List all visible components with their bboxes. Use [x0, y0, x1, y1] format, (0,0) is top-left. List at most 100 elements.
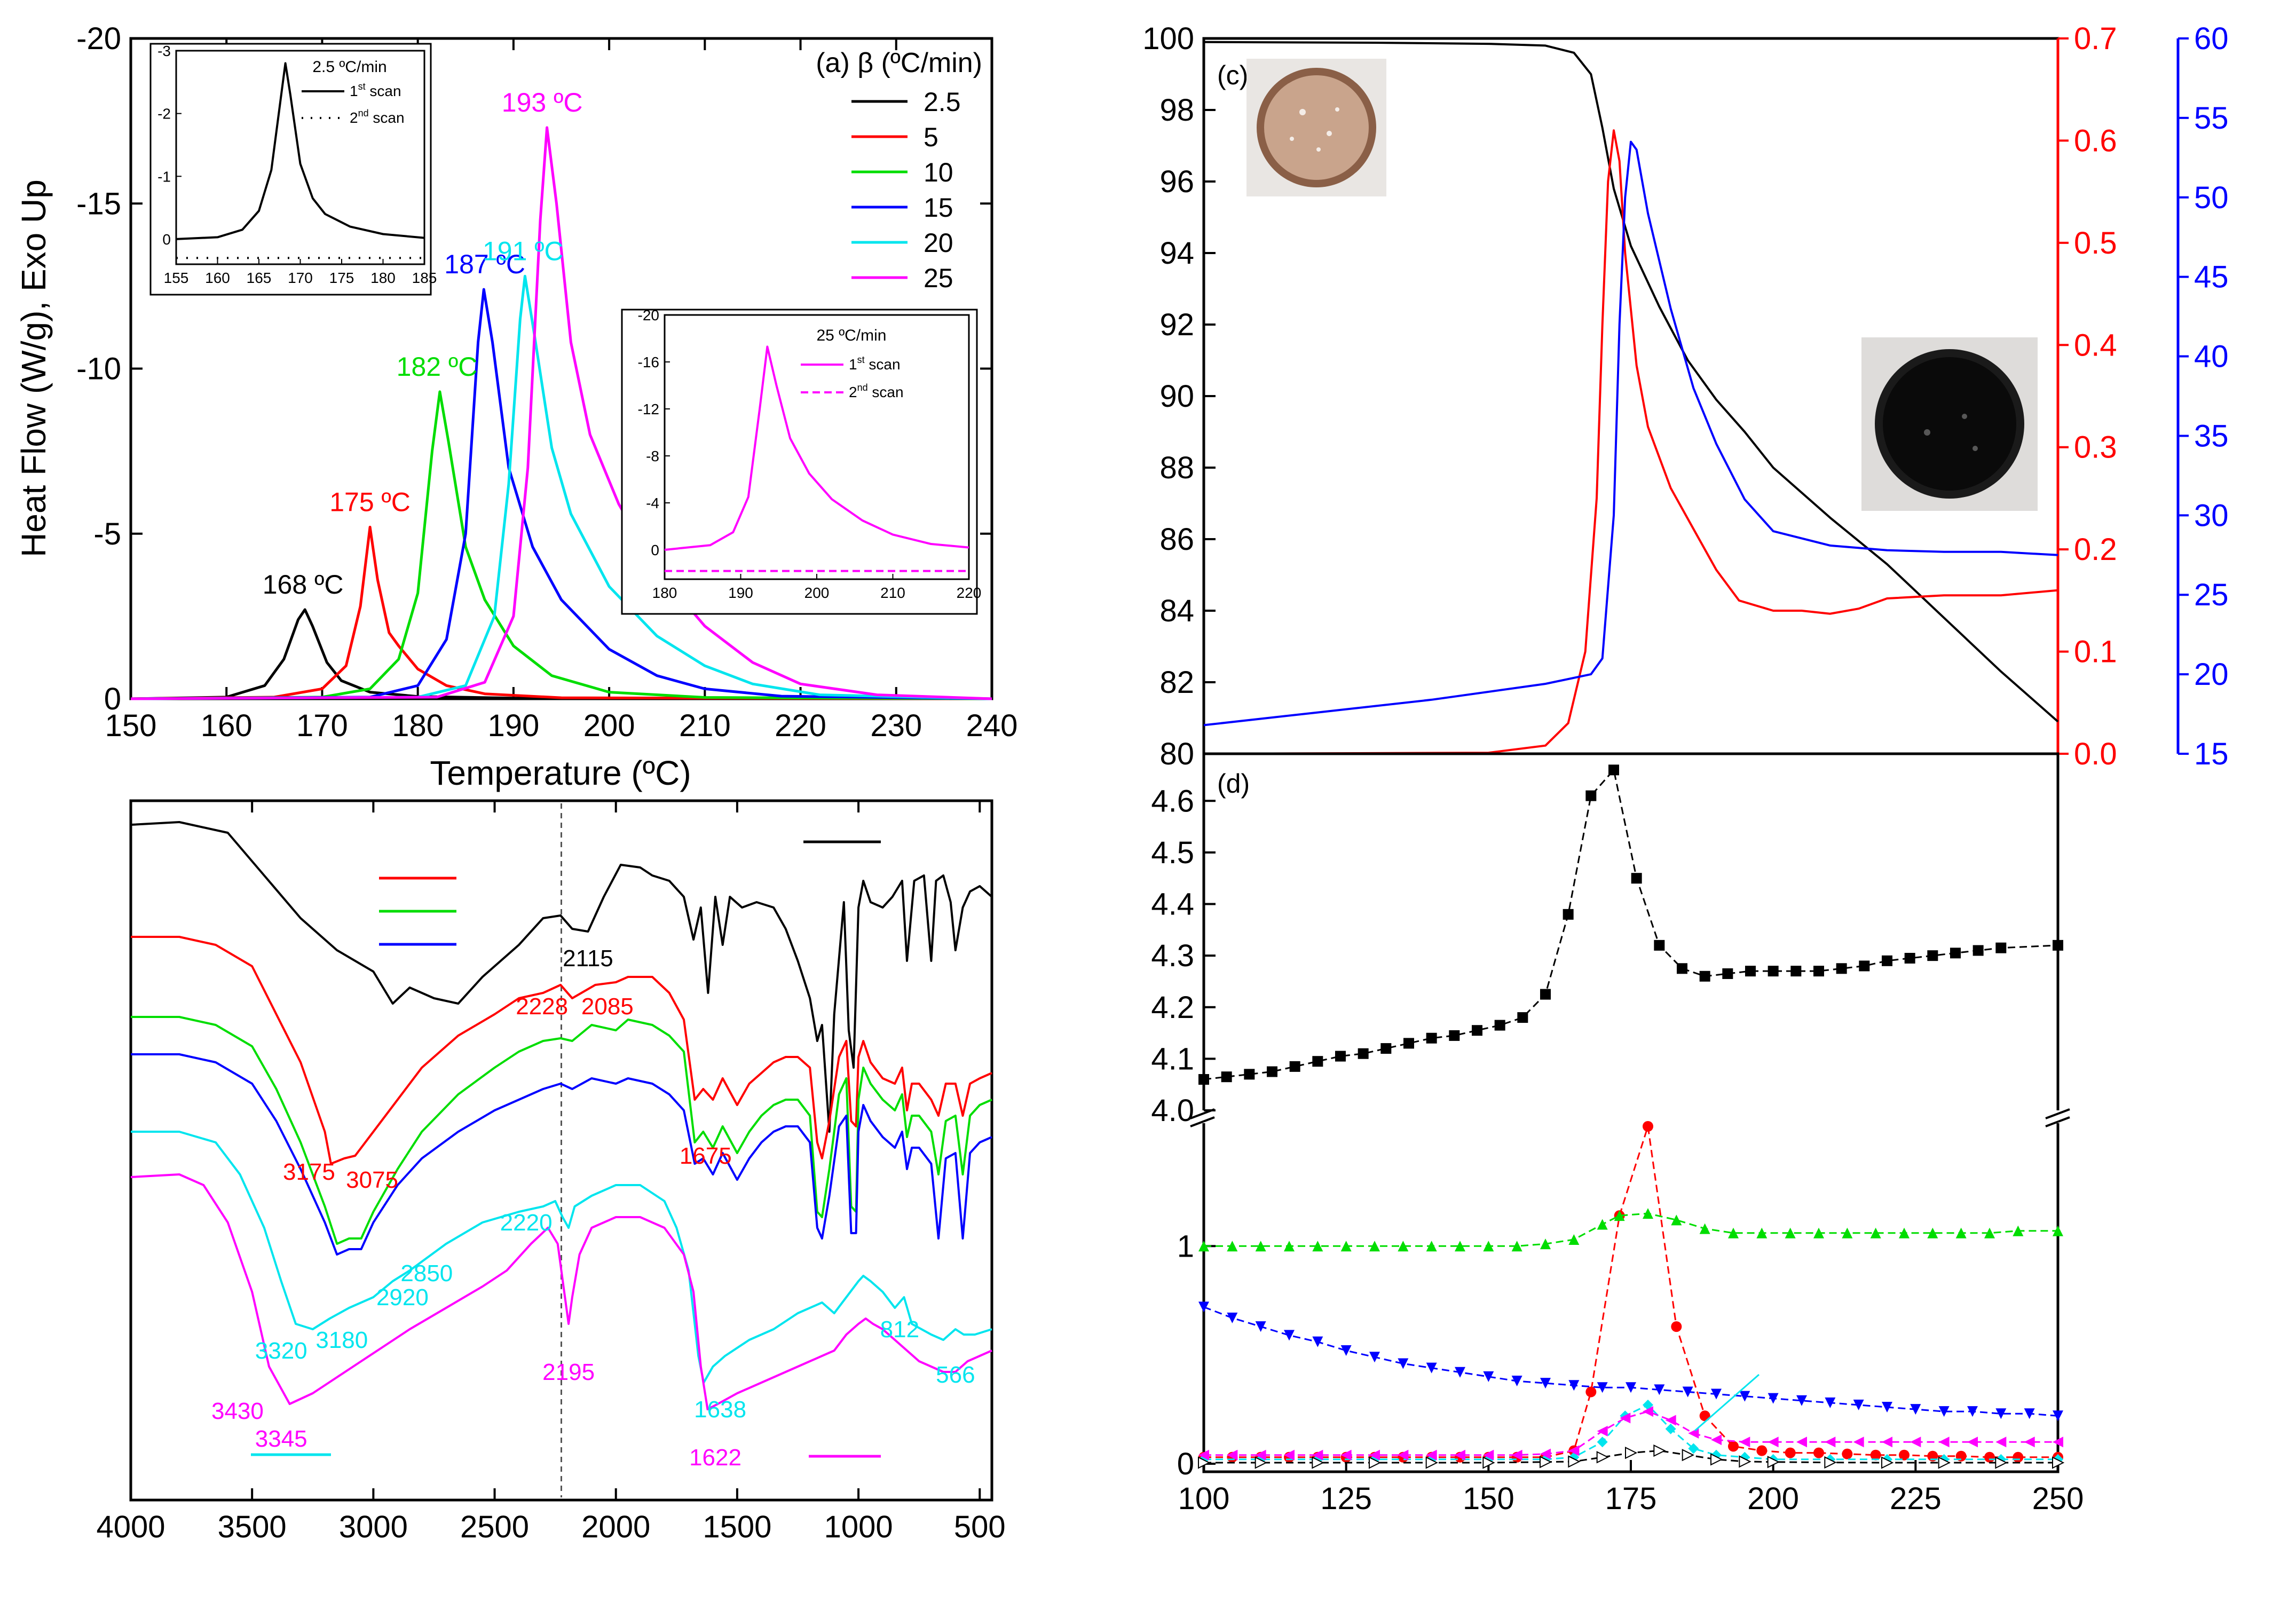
d-marker-triangle-right-open — [1653, 1444, 1666, 1457]
d-marker-square — [1380, 1043, 1392, 1054]
d-marker-square — [1927, 950, 1938, 961]
d-marker-triangle-left — [1227, 1449, 1238, 1461]
c-y-tick-label-right-red: 0.1 — [2074, 635, 2117, 669]
d-y-tick-label-upper: 4.6 — [1151, 784, 1194, 818]
b-annotation: 566 — [936, 1362, 975, 1388]
d-marker-triangle-up — [1511, 1241, 1522, 1252]
c-y-tick-label-right-red: 0.4 — [2074, 328, 2117, 362]
d-marker-triangle-right-open — [1369, 1456, 1382, 1469]
b-annotation: 2920 — [376, 1284, 429, 1311]
d-marker-square — [1882, 955, 1892, 966]
d-marker-triangle-down — [1511, 1376, 1522, 1387]
d-marker-triangle-down — [1882, 1401, 1892, 1412]
a-legend-label: 20 — [924, 228, 953, 258]
d-x-tick-label: 200 — [1747, 1481, 1799, 1516]
d-marker-triangle-left — [1853, 1437, 1864, 1448]
d-marker-triangle-right-open — [1425, 1456, 1438, 1469]
d-marker-triangle-down — [1568, 1380, 1580, 1391]
d-marker-triangle-left — [1967, 1437, 1978, 1448]
d-marker-triangle-left — [1340, 1449, 1352, 1461]
b-series-25 — [131, 1053, 992, 1256]
inset-25-y-tick-label: 0 — [651, 542, 659, 558]
inset-2p5-frame — [149, 43, 432, 296]
b-series-2.5 — [131, 936, 992, 1165]
d-marker-triangle-left — [1825, 1437, 1836, 1448]
c-y-tick-label-right-red: 0.5 — [2074, 226, 2117, 261]
c-y-tick-label-left: 90 — [1159, 379, 1194, 414]
d-marker-square — [1950, 948, 1961, 959]
d-marker-triangle-right-open — [1824, 1456, 1837, 1469]
d-y-tick-label-lower: 0 — [1177, 1447, 1194, 1481]
inset-25-x-tick-label: 180 — [652, 585, 677, 601]
d-marker-triangle-down — [1995, 1408, 2007, 1419]
a-x-tick-label: 150 — [105, 708, 157, 743]
d-marker-square — [1449, 1030, 1460, 1041]
a-y-tick-label: -20 — [76, 21, 121, 56]
d-pointer-mz26 — [1694, 1374, 1760, 1432]
b-annotation: 2115 — [563, 945, 613, 972]
d-marker-square — [1677, 963, 1687, 974]
panel-a-legend-title: (a) β (ºC/min) — [816, 48, 982, 78]
d-marker-circle — [1842, 1448, 1853, 1459]
d-marker-square — [1585, 790, 1597, 801]
inset-25-x-tick-label: 210 — [880, 585, 905, 601]
c-series-dW/dT — [1203, 129, 2058, 755]
a-legend-label: 15 — [924, 193, 953, 223]
a-x-tick-label: 230 — [870, 708, 922, 743]
b-series-15 — [131, 1016, 992, 1245]
a-y-tick-label: -10 — [76, 352, 121, 386]
d-marker-triangle-left — [1198, 1449, 1209, 1461]
c-y-tick-label-right-red: 0.3 — [2074, 430, 2117, 465]
d-marker-triangle-right-open — [1767, 1456, 1780, 1469]
a-x-tick-label: 210 — [679, 708, 731, 743]
d-marker-square — [1722, 968, 1733, 979]
inset-2p5-legend-1st: 1st scan — [350, 81, 401, 99]
a-peak-label: 168 ºC — [263, 570, 344, 599]
d-marker-triangle-right-open — [1596, 1451, 1609, 1464]
d-x-tick-label: 125 — [1320, 1481, 1372, 1516]
panel-d-curves — [1198, 764, 2065, 1469]
panel-b-ticks: 4000 3500 3000 2500 2000 1500 1000 500 — [96, 801, 1006, 1544]
c-y-tick-label-right-red: 0.0 — [2074, 737, 2117, 771]
d-marker-square — [1563, 909, 1574, 920]
a-y-tick-label: 0 — [104, 682, 121, 716]
a-x-tick-label: 170 — [296, 708, 348, 743]
d-marker-triangle-down — [1426, 1362, 1437, 1374]
a-series-5 — [130, 525, 992, 700]
d-marker-square — [1972, 945, 1984, 956]
b-annotation: 2195 — [542, 1359, 595, 1385]
d-marker-triangle-up — [2013, 1225, 2024, 1236]
c-y-tick-label-right-blue: 30 — [2194, 498, 2229, 533]
d-marker-triangle-left — [1711, 1434, 1722, 1446]
d-marker-triangle-up — [1785, 1227, 1796, 1238]
b-annotation: 2220 — [500, 1210, 553, 1236]
d-marker-triangle-down — [1198, 1301, 1209, 1313]
d-marker-square — [1859, 960, 1870, 972]
d-marker-triangle-down — [1739, 1391, 1750, 1402]
d-marker-triangle-up — [1255, 1241, 1266, 1252]
d-marker-triangle-left — [1284, 1449, 1295, 1461]
c-y-tick-label-right-blue: 45 — [2194, 260, 2229, 295]
d-marker-triangle-right-open — [1482, 1456, 1495, 1469]
c-y-tick-label-right-red: 0.7 — [2074, 21, 2117, 56]
c-y-tick-label-left: 98 — [1159, 93, 1194, 128]
d-marker-triangle-right-open — [1312, 1456, 1324, 1469]
a-series-20 — [130, 274, 992, 700]
d-marker-square — [1790, 966, 1802, 977]
d-marker-triangle-right-open — [1710, 1453, 1723, 1466]
b-annotation: 3175 — [283, 1159, 335, 1185]
d-marker-square — [1540, 989, 1551, 1000]
d-marker-triangle-up — [1756, 1227, 1768, 1238]
c-y-tick-label-right-blue: 25 — [2194, 578, 2229, 612]
inset-2p5-x-tick-label: 160 — [205, 270, 230, 286]
a-x-tick-label: 240 — [966, 708, 1018, 743]
d-marker-triangle-left — [1369, 1449, 1380, 1461]
d-marker-circle — [1899, 1449, 1910, 1461]
d-marker-triangle-down — [1369, 1352, 1380, 1363]
d-y-tick-label-upper: 4.3 — [1151, 938, 1194, 973]
b-series-pDAMN — [130, 1173, 992, 1410]
a-x-tick-label: 220 — [775, 708, 826, 743]
a-x-tick-label: 190 — [487, 708, 539, 743]
d-marker-diamond — [1665, 1423, 1676, 1434]
